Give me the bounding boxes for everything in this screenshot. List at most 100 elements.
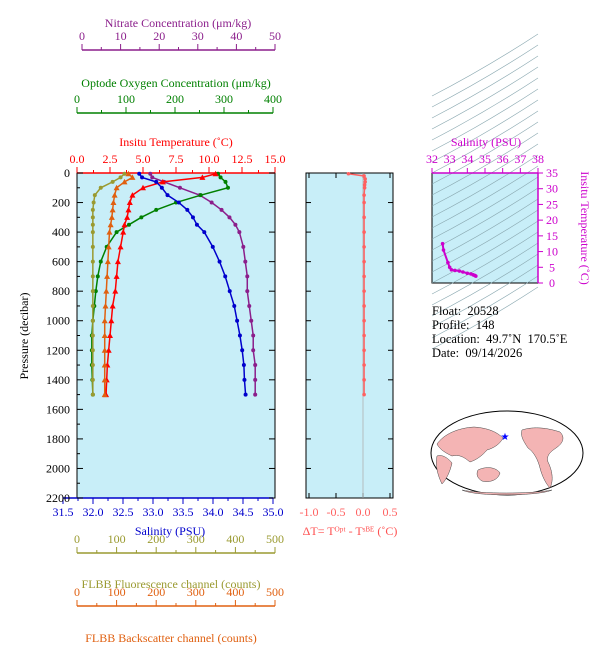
delta-t-point xyxy=(362,289,366,293)
oxygen-point xyxy=(93,289,98,294)
salinity-point xyxy=(154,179,159,184)
delta-t-point xyxy=(362,392,366,397)
nitrate-point xyxy=(233,222,238,227)
oxygen-axis-tick-label: 300 xyxy=(215,92,233,106)
ts-salinity-tick-label: 34 xyxy=(461,152,473,166)
delta-t-point xyxy=(362,183,367,187)
delta-t-point xyxy=(362,200,366,205)
fluorescence-point xyxy=(90,318,95,323)
ts-salinity-tick-label: 37 xyxy=(514,152,526,166)
temperature-axis-tick-label: 15.0 xyxy=(265,152,286,166)
nitrate-axis-label: Nitrate Concentration (μm/kg) xyxy=(105,16,251,30)
fluorescence-point xyxy=(90,333,95,338)
float-id: Float: 20528 xyxy=(432,304,499,318)
oxygen-axis-tick-label: 400 xyxy=(264,92,282,106)
map-land-asia xyxy=(436,426,504,463)
delta-t-point xyxy=(363,177,367,181)
temperature-point xyxy=(199,174,206,180)
backscatter-point xyxy=(110,199,117,206)
delta-t-point xyxy=(362,245,366,249)
ts-density-contour xyxy=(431,176,539,240)
delta-axis-tick-label: -0.5 xyxy=(327,505,346,519)
temperature-point xyxy=(117,243,124,250)
ts-density-contour xyxy=(431,77,539,141)
delta-plot-area xyxy=(305,172,394,499)
salinity-point xyxy=(217,259,222,264)
ts-density-contour xyxy=(431,44,539,108)
backscatter-axis-tick-label: 500 xyxy=(266,585,284,599)
temperature-point xyxy=(120,229,127,235)
nitrate-point xyxy=(247,303,252,308)
profile-date: Date: 09/14/2026 xyxy=(432,346,523,360)
backscatter-point xyxy=(102,302,109,309)
delta-t-point xyxy=(362,363,366,367)
pressure-axis-tick-label: 1800 xyxy=(46,432,70,446)
nitrate-point xyxy=(241,244,246,249)
temperature-point xyxy=(108,317,115,324)
temperature-point xyxy=(112,288,119,294)
backscatter-point xyxy=(101,347,108,353)
ts-density-contour xyxy=(431,198,539,262)
ts-density-contour xyxy=(431,132,539,196)
salinity-point xyxy=(140,175,145,180)
ts-temperature-tick-label: 30 xyxy=(546,182,558,196)
fluorescence-point xyxy=(90,230,95,235)
fluorescence-point xyxy=(90,274,95,279)
main-plot-area xyxy=(76,172,276,499)
delta-axis-tick-label: 0.0 xyxy=(356,505,371,519)
fluorescence-point xyxy=(90,348,95,353)
delta-axis-tick-label: -1.0 xyxy=(300,505,319,519)
temperature-axis-tick-label: 12.5 xyxy=(232,152,253,166)
ts-density-contour xyxy=(431,121,539,185)
ts-temperature-tick-label: 20 xyxy=(546,213,558,227)
salinity-axis-tick-label: 35.0 xyxy=(263,505,284,519)
oxygen-point xyxy=(139,215,144,220)
temperature-axis-tick-label: 0.0 xyxy=(70,152,85,166)
fluorescence-point xyxy=(91,200,96,205)
fluorescence-point xyxy=(90,303,95,308)
pressure-axis-tick-label: 2000 xyxy=(46,461,70,475)
fluorescence-point xyxy=(90,222,95,227)
ts-point xyxy=(465,271,470,276)
backscatter-point xyxy=(111,192,118,198)
oxygen-axis-tick-label: 200 xyxy=(166,92,184,106)
temperature-point xyxy=(129,192,136,198)
delta-t-point xyxy=(362,230,366,234)
fluorescence-point xyxy=(90,363,95,368)
fluorescence-point xyxy=(90,244,95,249)
salinity-point xyxy=(241,363,246,368)
nitrate-point xyxy=(150,175,155,180)
ts-density-contour xyxy=(431,231,539,295)
backscatter-point xyxy=(125,170,132,177)
nitrate-axis-tick-label: 20 xyxy=(153,29,165,43)
backscatter-point xyxy=(101,391,108,398)
backscatter-point xyxy=(107,221,114,228)
temperature-point xyxy=(125,206,132,213)
temperature-axis-tick-label: 5.0 xyxy=(136,152,151,166)
pressure-axis-tick-label: 1000 xyxy=(46,314,70,328)
ts-temperature-axis-label: Insitu Temperature (˚C) xyxy=(578,171,592,285)
ts-density-contour xyxy=(431,154,539,218)
salinity-point xyxy=(223,274,228,279)
temperature-point xyxy=(121,221,128,228)
pressure-axis-tick-label: 1600 xyxy=(46,402,70,416)
ts-point xyxy=(453,268,457,273)
salinity-axis-tick-label: 33.5 xyxy=(173,505,194,519)
fluorescence-axis-tick-label: 200 xyxy=(147,532,165,546)
nitrate-point xyxy=(253,392,258,397)
fluorescence-point xyxy=(90,392,95,397)
ts-density-contour xyxy=(431,33,539,97)
backscatter-axis-tick-label: 300 xyxy=(187,585,205,599)
oxygen-point xyxy=(218,175,223,180)
backscatter-point xyxy=(106,229,113,235)
backscatter-point xyxy=(113,184,120,191)
pressure-axis-tick-label: 400 xyxy=(52,225,70,239)
fluorescence-point xyxy=(90,289,95,294)
ts-density-contour xyxy=(431,253,539,317)
fluorescence-point xyxy=(98,185,103,190)
ts-point xyxy=(461,270,465,274)
salinity-axis-tick-label: 32.5 xyxy=(113,505,134,519)
fluorescence-axis-tick-label: 0 xyxy=(74,532,80,546)
pressure-axis-tick-label: 0 xyxy=(64,166,70,180)
backscatter-point xyxy=(129,174,136,180)
